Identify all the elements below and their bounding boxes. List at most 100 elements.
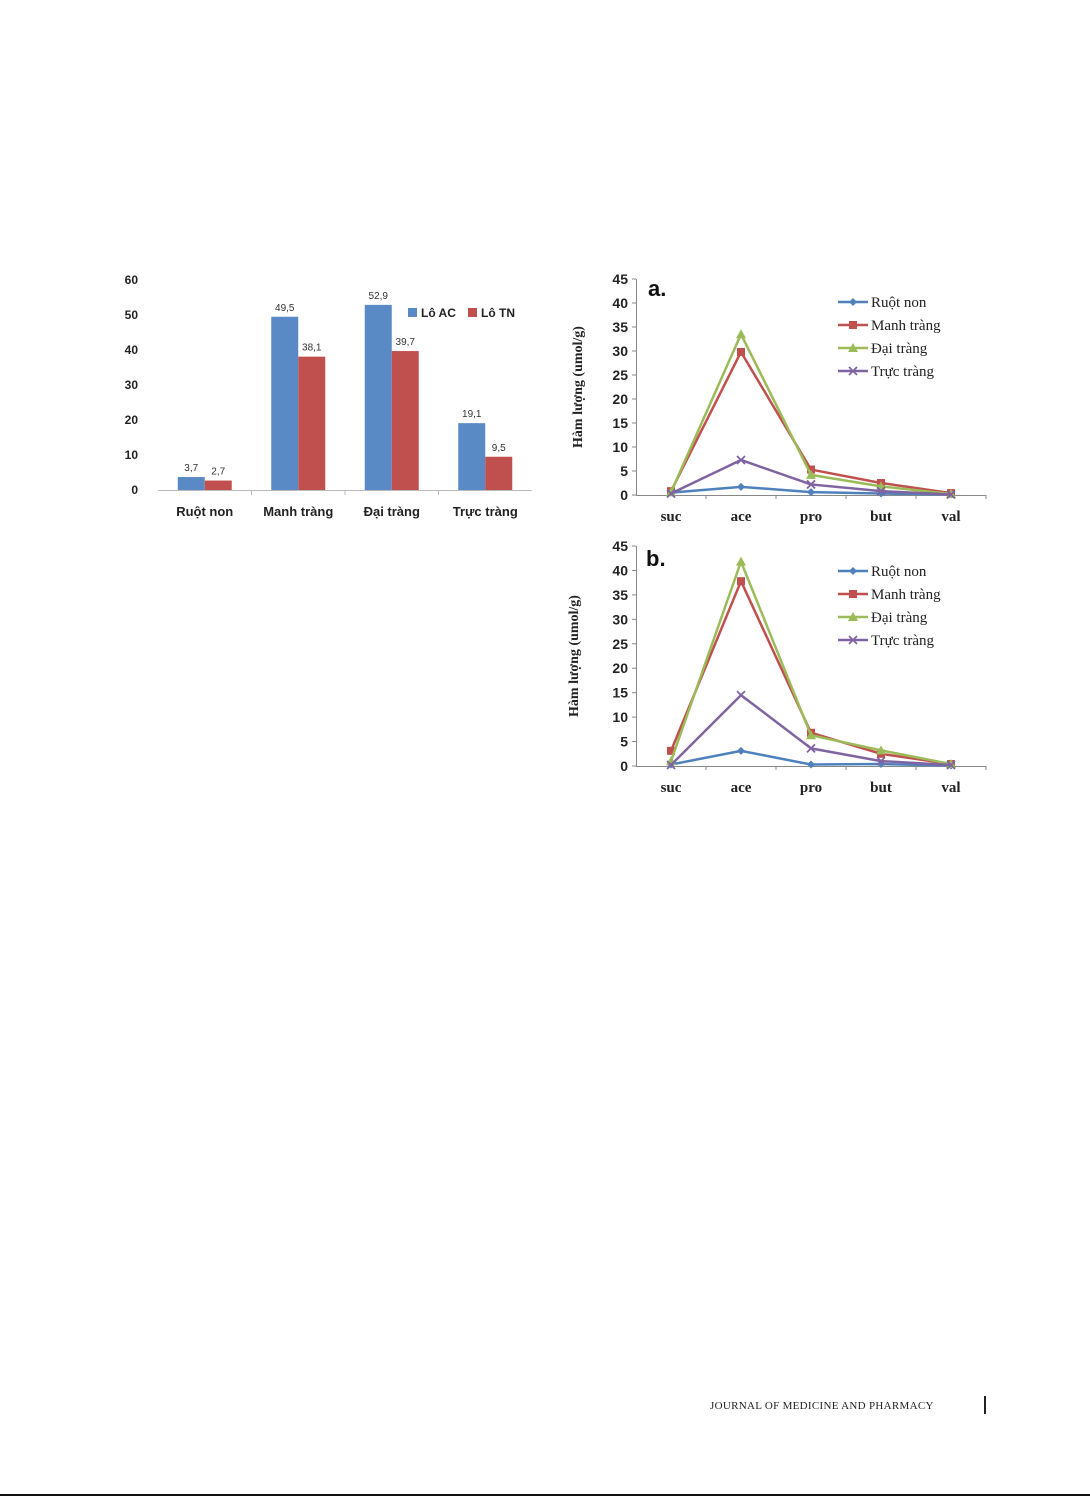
data-point [666, 760, 676, 770]
series-square [667, 577, 955, 769]
bar [458, 423, 486, 490]
legend-label: Manh tràng [871, 587, 941, 603]
data-point [946, 760, 956, 770]
bar-chart: 0 10 20 30 40 50 60 3,7 2,7 Ruột non 49,5 38,1 Manh … [100, 262, 540, 532]
data-point [877, 760, 885, 769]
data-point [737, 577, 745, 586]
x-tick-label: val [941, 509, 960, 525]
line-chart-b: Hàm lượng (umol/g) 0 5 10 15 20 25 30 35 40 45 suc a… [556, 532, 996, 807]
panel-label: a. [648, 276, 666, 301]
data-point [736, 690, 746, 700]
x-tick-label: ace [731, 509, 752, 525]
y-tick-label: 40 [125, 343, 139, 357]
legend-label: Trực tràng [871, 633, 934, 649]
y-tick-label: 15 [612, 415, 628, 431]
y-tick-label: 10 [125, 448, 139, 462]
bar [177, 477, 205, 490]
y-tick-label: 30 [125, 378, 139, 392]
y-tick-label: 0 [620, 758, 628, 774]
y-tick-label: 10 [612, 709, 628, 725]
data-point [848, 612, 858, 621]
y-tick-label: 40 [612, 295, 628, 311]
data-label: 19,1 [462, 409, 482, 420]
data-point [849, 590, 857, 598]
y-tick-label: 50 [125, 308, 139, 322]
data-point [737, 746, 745, 755]
x-tick-label: val [941, 780, 960, 796]
bar [298, 356, 326, 490]
data-point [848, 343, 858, 352]
y-tick-label: 45 [612, 538, 628, 554]
legend-label: Ruột non [871, 295, 927, 311]
y-tick-label: 10 [612, 439, 628, 455]
bar [391, 351, 419, 490]
y-tick-label: 20 [612, 660, 628, 676]
y-tick-label: 35 [612, 587, 628, 603]
data-point [807, 488, 815, 497]
y-tick-label: 30 [612, 343, 628, 359]
panel-label: b. [646, 546, 666, 571]
x-tick-label: Manh tràng [263, 504, 333, 519]
data-point [806, 743, 816, 754]
legend-label: Ruột non [871, 564, 927, 580]
legend-item [838, 567, 868, 575]
y-tick-label: 60 [125, 273, 139, 287]
legend-label: Lô TN [481, 306, 515, 320]
data-point [848, 366, 858, 376]
data-point [946, 489, 956, 500]
data-point [736, 556, 746, 566]
y-tick-label: 35 [612, 319, 628, 335]
line-chart-svg: Hàm lượng (umol/g) 0 5 10 15 20 25 30 35 40 45 suc a… [567, 538, 987, 796]
data-point [849, 321, 857, 329]
y-axis-label: Hàm lượng (umol/g) [567, 595, 582, 717]
bar [204, 480, 232, 490]
legend-item [838, 635, 868, 645]
legend-label: Trực tràng [871, 364, 934, 380]
x-tick-label: but [870, 780, 892, 796]
legend-label: Đại tràng [871, 610, 928, 626]
y-tick-label: 20 [612, 391, 628, 407]
series-x [666, 690, 956, 770]
y-tick-label: 25 [612, 636, 628, 652]
legend-item [838, 612, 868, 621]
legend-item [838, 298, 868, 306]
y-tick-label: 0 [620, 487, 628, 503]
x-tick-label: Ruột non [176, 504, 233, 519]
data-label: 39,7 [396, 337, 416, 348]
data-point [876, 756, 886, 766]
legend-item [838, 366, 868, 376]
data-label: 9,5 [492, 443, 506, 454]
data-point [736, 455, 746, 465]
x-tick-label: pro [800, 780, 822, 796]
data-point [876, 745, 886, 755]
data-label: 38,1 [302, 343, 322, 354]
data-point [849, 298, 857, 306]
journal-footer: JOURNAL OF MEDICINE AND PHARMACY [710, 1400, 934, 1412]
data-point [736, 329, 746, 339]
bar [271, 316, 299, 490]
data-point [848, 635, 858, 645]
series-x [666, 455, 956, 500]
data-point [807, 760, 815, 769]
x-tick-label: Trực tràng [453, 504, 518, 519]
data-point [806, 730, 816, 740]
legend-item [838, 343, 868, 352]
y-tick-label: 45 [612, 271, 628, 287]
data-point [667, 746, 675, 755]
legend-swatch [468, 308, 477, 317]
data-point [876, 486, 886, 496]
legend-item [838, 321, 868, 329]
x-tick-label: suc [661, 509, 682, 525]
x-tick-label: Đại tràng [364, 504, 420, 519]
y-tick-label: 40 [612, 562, 628, 578]
x-tick-label: suc [661, 780, 682, 796]
y-tick-label: 25 [612, 367, 628, 383]
y-tick-label: 5 [620, 463, 628, 479]
data-point [806, 479, 816, 490]
page-bottom-rule [0, 1494, 1090, 1496]
data-point [737, 482, 745, 491]
footer-divider [984, 1396, 986, 1414]
legend-swatch [408, 308, 417, 317]
line-chart-a: Hàm lượng (umol/g) 0 5 10 15 20 25 30 35 40 45 suc a… [556, 262, 996, 532]
legend-label: Đại tràng [871, 341, 928, 357]
